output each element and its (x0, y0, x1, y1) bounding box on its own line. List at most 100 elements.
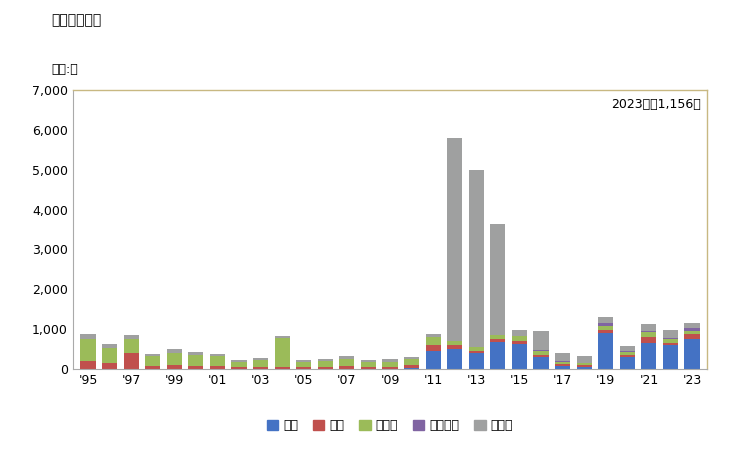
Bar (534, 351, 548, 355)
Bar (188, 352, 203, 356)
Bar (253, 360, 268, 367)
Bar (491, 342, 505, 369)
Bar (102, 348, 117, 363)
Bar (512, 341, 527, 344)
Bar (469, 351, 484, 353)
Bar (145, 366, 160, 369)
Bar (210, 354, 225, 356)
Bar (124, 353, 139, 369)
Bar (663, 339, 678, 343)
Bar (383, 362, 397, 367)
Bar (469, 170, 484, 347)
Bar (383, 367, 397, 369)
Bar (555, 366, 570, 369)
Bar (404, 368, 419, 369)
Bar (491, 339, 505, 342)
Bar (296, 362, 311, 367)
Bar (80, 361, 95, 369)
Bar (145, 354, 160, 356)
Bar (318, 360, 333, 367)
Bar (642, 337, 656, 343)
Bar (663, 343, 678, 345)
Legend: 中国, 米国, ドイツ, スペイン, その他: 中国, 米国, ドイツ, スペイン, その他 (262, 414, 518, 437)
Bar (512, 344, 527, 369)
Bar (555, 362, 570, 364)
Bar (296, 367, 311, 369)
Bar (642, 324, 656, 331)
Bar (124, 335, 139, 339)
Bar (426, 337, 441, 345)
Bar (512, 336, 527, 341)
Bar (620, 346, 635, 351)
Bar (685, 323, 700, 328)
Bar (534, 357, 548, 369)
Bar (232, 360, 246, 362)
Bar (447, 341, 462, 345)
Bar (361, 367, 376, 369)
Bar (469, 347, 484, 351)
Bar (642, 343, 656, 369)
Bar (339, 359, 354, 366)
Bar (577, 356, 592, 363)
Bar (599, 323, 613, 326)
Bar (404, 357, 419, 360)
Bar (426, 351, 441, 369)
Bar (620, 352, 635, 355)
Bar (426, 334, 441, 337)
Bar (404, 360, 419, 365)
Bar (577, 363, 592, 365)
Bar (339, 356, 354, 359)
Bar (599, 333, 613, 369)
Bar (188, 366, 203, 369)
Bar (491, 335, 505, 339)
Bar (534, 350, 548, 351)
Bar (577, 367, 592, 369)
Bar (210, 366, 225, 369)
Bar (642, 331, 656, 333)
Text: 単位:台: 単位:台 (51, 63, 78, 76)
Bar (404, 365, 419, 368)
Bar (663, 330, 678, 338)
Bar (102, 363, 117, 369)
Bar (620, 355, 635, 357)
Bar (642, 333, 656, 337)
Bar (447, 138, 462, 341)
Bar (447, 345, 462, 349)
Bar (685, 339, 700, 369)
Bar (188, 356, 203, 366)
Bar (685, 328, 700, 331)
Bar (577, 365, 592, 367)
Bar (167, 350, 182, 353)
Bar (599, 330, 613, 333)
Bar (426, 345, 441, 351)
Bar (685, 331, 700, 334)
Bar (167, 353, 182, 365)
Bar (555, 353, 570, 361)
Bar (318, 367, 333, 369)
Bar (102, 344, 117, 348)
Bar (663, 345, 678, 369)
Bar (80, 334, 95, 339)
Bar (685, 334, 700, 339)
Bar (275, 338, 289, 367)
Bar (275, 367, 289, 369)
Bar (663, 338, 678, 339)
Bar (534, 331, 548, 350)
Bar (491, 224, 505, 335)
Bar (296, 360, 311, 362)
Bar (210, 356, 225, 366)
Bar (253, 367, 268, 369)
Bar (253, 358, 268, 360)
Bar (361, 362, 376, 367)
Text: 輸入量の推移: 輸入量の推移 (51, 14, 101, 27)
Bar (599, 326, 613, 330)
Bar (339, 366, 354, 369)
Text: 2023年：1,156台: 2023年：1,156台 (611, 99, 701, 111)
Bar (361, 360, 376, 362)
Bar (167, 365, 182, 369)
Bar (534, 355, 548, 357)
Bar (599, 317, 613, 323)
Bar (232, 367, 246, 369)
Bar (512, 329, 527, 336)
Bar (232, 362, 246, 367)
